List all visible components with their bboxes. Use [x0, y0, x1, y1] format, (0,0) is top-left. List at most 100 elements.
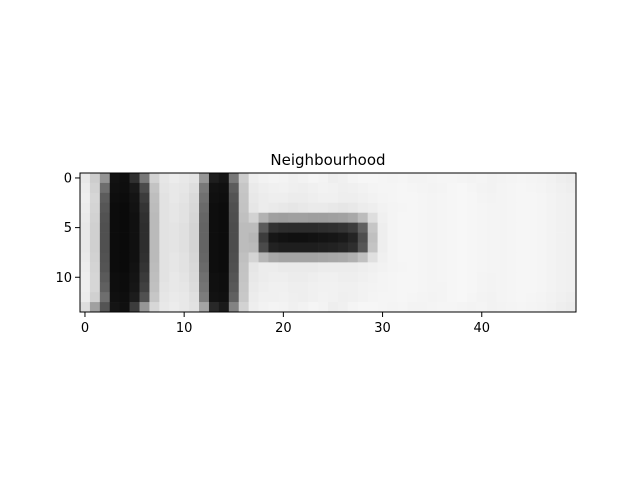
heatmap-cell [89, 282, 101, 293]
heatmap-cell [377, 292, 388, 303]
heatmap-cell [536, 262, 547, 273]
heatmap-cell [328, 302, 339, 313]
heatmap-cell [218, 292, 230, 303]
heatmap-cell [556, 173, 567, 184]
heatmap-cell [189, 292, 200, 303]
heatmap-cell [169, 182, 180, 194]
heatmap-cell [427, 173, 438, 184]
heatmap-cell [387, 242, 398, 253]
heatmap-cell [387, 292, 398, 303]
heatmap-cell [456, 262, 468, 273]
heatmap-cell [298, 192, 309, 204]
heatmap-cell [208, 212, 220, 223]
heatmap-cell [238, 212, 249, 223]
heatmap-cell [199, 192, 210, 204]
heatmap-cell [397, 212, 408, 223]
heatmap-cell [387, 182, 398, 194]
heatmap-cell [347, 222, 359, 233]
heatmap-cell [179, 222, 190, 233]
heatmap-cell [556, 182, 567, 194]
heatmap-cell [139, 292, 150, 303]
heatmap-cell [308, 192, 319, 204]
heatmap-cell [328, 222, 339, 233]
heatmap-cell [427, 232, 438, 243]
heatmap-cell [486, 292, 497, 303]
heatmap-cell [407, 282, 418, 293]
heatmap-cell [228, 182, 240, 194]
heatmap-cell [427, 182, 438, 194]
heatmap-cell [129, 192, 140, 204]
heatmap-cell [486, 212, 497, 223]
heatmap-cell [526, 272, 537, 283]
heatmap-cell [179, 192, 190, 204]
heatmap-cell [328, 232, 339, 243]
heatmap-cell [417, 292, 428, 303]
heatmap-cell [377, 192, 388, 204]
heatmap-cell [466, 242, 478, 253]
heatmap-cell [427, 262, 438, 273]
heatmap-cell [119, 202, 130, 214]
heatmap-cell [466, 292, 478, 303]
heatmap-cell [447, 232, 458, 243]
heatmap-cell [476, 272, 488, 283]
heatmap-cell [556, 272, 567, 283]
heatmap-cell [189, 272, 200, 283]
heatmap-cell [159, 262, 170, 273]
heatmap-cell [278, 262, 289, 273]
heatmap-cell [109, 232, 121, 243]
heatmap-cell [298, 262, 309, 273]
heatmap-cell [218, 302, 230, 313]
heatmap-cell [318, 292, 329, 303]
heatmap-cell [397, 302, 408, 313]
heatmap-cell [278, 173, 289, 184]
heatmap-cell [238, 173, 249, 184]
heatmap-cell [159, 212, 170, 223]
heatmap-cell [466, 232, 478, 243]
heatmap-cell [238, 232, 249, 243]
heatmap-cell [80, 212, 91, 223]
heatmap-cell [80, 262, 91, 273]
heatmap-cell [109, 292, 121, 303]
heatmap-cell [556, 282, 567, 293]
heatmap-cell [218, 212, 230, 223]
heatmap-cell [407, 232, 418, 243]
heatmap-cell [466, 302, 478, 313]
heatmap-cell [228, 192, 240, 204]
heatmap-cell [506, 262, 517, 273]
heatmap-cell [199, 272, 210, 283]
heatmap-cell [397, 202, 408, 214]
heatmap-cell [308, 232, 319, 243]
heatmap-cell [466, 252, 478, 263]
heatmap-cell [546, 232, 557, 243]
heatmap-cell [268, 282, 279, 293]
heatmap-cell [536, 182, 547, 194]
heatmap-cell [139, 302, 150, 313]
heatmap-cell [109, 262, 121, 273]
heatmap-cell [437, 212, 448, 223]
heatmap-cell [189, 232, 200, 243]
heatmap-cell [506, 272, 517, 283]
heatmap-cell [516, 222, 527, 233]
heatmap-cell [417, 182, 428, 194]
heatmap-cell [456, 272, 468, 283]
heatmap-cell [89, 222, 101, 233]
heatmap-cell [526, 262, 537, 273]
heatmap-cell [89, 242, 101, 253]
heatmap-cell [238, 192, 249, 204]
heatmap-cell [228, 173, 240, 184]
heatmap-cell [129, 282, 140, 293]
heatmap-cell [99, 182, 111, 194]
heatmap-cell [417, 173, 428, 184]
x-axis: 0 10 20 30 40 [81, 312, 490, 336]
heatmap-cell [109, 222, 121, 233]
heatmap-cell [546, 262, 557, 273]
heatmap-cell [526, 192, 537, 204]
heatmap-cell [476, 282, 488, 293]
heatmap-cell [139, 232, 150, 243]
heatmap-cell [456, 252, 468, 263]
heatmap-cell [109, 302, 121, 313]
heatmap-cell [129, 302, 140, 313]
heatmap-cell [506, 182, 517, 194]
heatmap-cell [248, 212, 259, 223]
heatmap-cell [99, 242, 111, 253]
